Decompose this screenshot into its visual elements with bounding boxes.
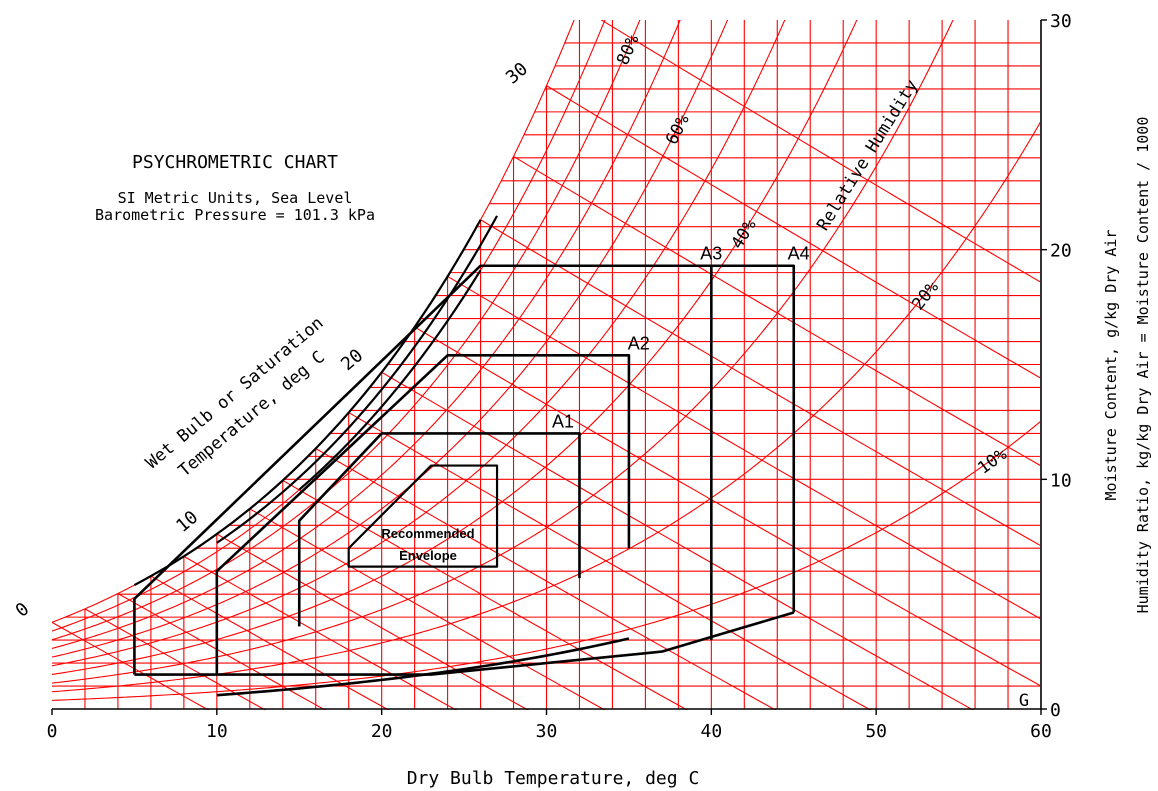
- wet-bulb-line: [480, 219, 1040, 546]
- relative-humidity-labels: 80%60%40%20%10%: [613, 32, 1011, 479]
- y-axis-ticks: 0 10 20 30: [1041, 11, 1072, 721]
- class-label-a1: A1: [552, 411, 574, 431]
- chart-title: PSYCHROMETRIC CHART: [132, 152, 338, 173]
- wet-bulb-line: [183, 555, 458, 710]
- class-label-a3: A3: [700, 244, 722, 264]
- wet-bulb-line: [600, 20, 1040, 283]
- relative-humidity-curve: [52, 20, 858, 676]
- class-label-a4: A4: [788, 244, 810, 264]
- x-tick-label: 60: [1030, 721, 1052, 742]
- x-tick-label: 0: [47, 721, 58, 742]
- class-upper-boundary: [133, 219, 482, 587]
- class-label-a2: A2: [628, 333, 650, 353]
- relative-humidity-curve-label: Relative Humidity: [813, 76, 922, 234]
- class-envelope-a4: [133, 264, 796, 675]
- y-axis-label-line-2: Humidity Ratio, kg/kg Dry Air = Moisture…: [1134, 117, 1152, 614]
- wet-bulb-tick-label: 30: [502, 58, 532, 88]
- x-tick-label: 10: [206, 721, 228, 742]
- x-axis-label: Dry Bulb Temperature, deg C: [407, 768, 700, 789]
- wet-bulb-tick-label: 0: [12, 599, 34, 622]
- wet-bulb-line: [447, 275, 1040, 620]
- relative-humidity-curve: [52, 20, 606, 632]
- recommended-envelope: [347, 464, 499, 568]
- wet-bulb-label-line-1: Wet Bulb or Saturation: [142, 313, 327, 473]
- relative-humidity-curve: [52, 421, 1040, 701]
- class-upper-boundary: [298, 269, 482, 491]
- recommended-envelope-label-line-2: Envelope: [399, 548, 457, 563]
- wet-bulb-line: [52, 621, 210, 710]
- relative-humidity-label: 40%: [727, 216, 760, 253]
- wet-bulb-line: [150, 575, 390, 710]
- y-axis-label-line-1: Moisture Content, g/kg Dry Air: [1102, 230, 1120, 501]
- wet-bulb-tick-label: 20: [337, 345, 367, 375]
- relative-humidity-curve: [52, 20, 681, 649]
- wet-bulb-line: [414, 326, 1040, 687]
- class-envelope-a1: [297, 432, 581, 627]
- wet-bulb-line: [315, 448, 777, 710]
- y-tick-label: 20: [1050, 241, 1072, 262]
- y-tick-label: 0: [1050, 700, 1061, 721]
- corner-mark: G: [1019, 691, 1029, 711]
- psychrometric-grid: [52, 20, 1040, 710]
- x-tick-label: 30: [536, 721, 558, 742]
- x-tick-label: 20: [371, 721, 393, 742]
- wet-bulb-line: [249, 508, 606, 710]
- x-tick-label: 50: [865, 721, 887, 742]
- relative-humidity-curve: [52, 20, 641, 641]
- x-axis-ticks: 0 10 20 30 40 50 60: [47, 709, 1052, 742]
- relative-humidity-curve: [52, 20, 786, 667]
- chart-subtitle-line-2: Barometric Pressure = 101.3 kPa: [95, 206, 375, 224]
- y-tick-label: 10: [1050, 470, 1072, 491]
- wet-bulb-line: [282, 479, 689, 710]
- relative-humidity-label: 80%: [613, 32, 643, 68]
- y-tick-label: 30: [1050, 11, 1072, 32]
- recommended-rh-boundary: [216, 637, 630, 697]
- saturation-curve: [52, 20, 575, 623]
- class-envelope-a2: [215, 354, 631, 675]
- chart-subtitle-line-1: SI Metric Units, Sea Level: [118, 189, 353, 207]
- lower-dewpoint-boundary: [134, 611, 795, 676]
- relative-humidity-label: 60%: [662, 112, 694, 148]
- x-tick-label: 40: [700, 721, 722, 742]
- wet-bulb-line: [546, 85, 1040, 379]
- relative-humidity-curve: [52, 20, 954, 684]
- recommended-envelope-outline: [347, 464, 499, 568]
- recommended-envelope-label-line-1: Recommended: [381, 526, 474, 541]
- allowable-envelopes: [133, 215, 796, 697]
- wet-bulb-line: [381, 371, 975, 710]
- wet-bulb-line: [348, 412, 872, 710]
- wet-bulb-tick-label: 10: [172, 507, 202, 537]
- wet-bulb-line: [216, 533, 530, 710]
- class-labels: A1 A2 A3 A4: [552, 244, 810, 432]
